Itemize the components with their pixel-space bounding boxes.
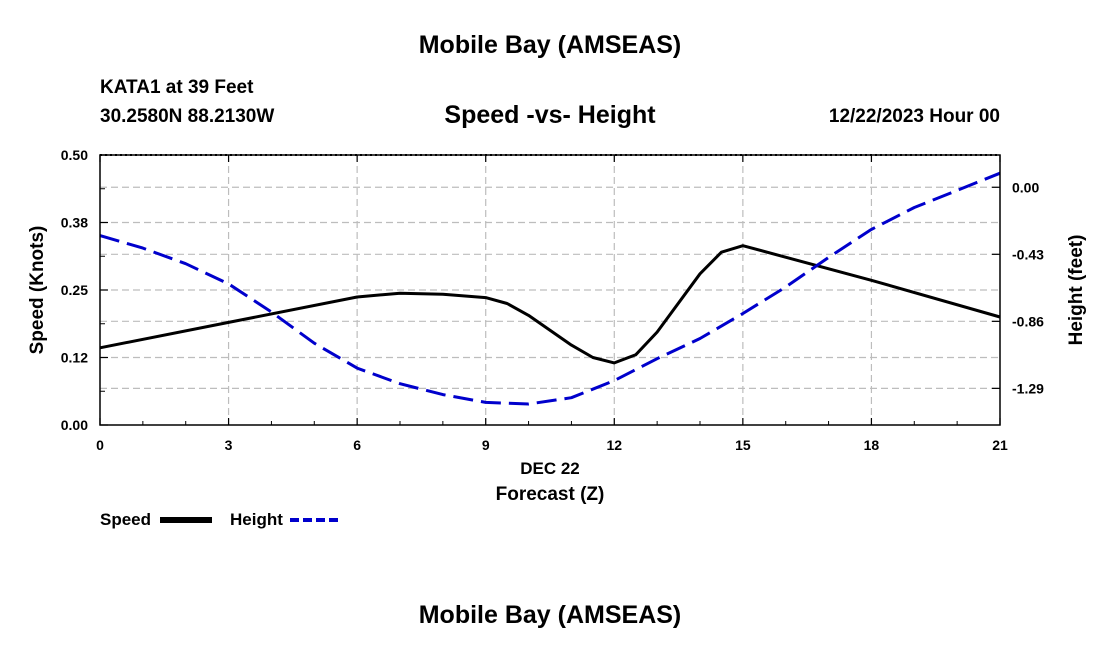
y2-tick-label: -0.43 — [1012, 246, 1044, 262]
axes: 0 3 6 9 12 15 18 21 0.00 0.12 0.25 0.38 0.50 0.00 -0.4… — [61, 147, 1044, 453]
x-axis-label: Forecast (Z) — [496, 484, 605, 505]
station-coords: 30.2580N 88.2130W — [100, 106, 275, 127]
x-tick-label: 15 — [735, 437, 751, 453]
x-tick-label: 6 — [353, 437, 361, 453]
y2-axis-label: Height (feet) — [1066, 235, 1087, 346]
y-axis-label: Speed (Knots) — [27, 226, 48, 355]
y2-tick-label: -0.86 — [1012, 313, 1044, 329]
y-tick-label: 0.38 — [61, 215, 88, 231]
grid-lines — [100, 155, 1000, 425]
y-tick-label: 0.50 — [61, 147, 88, 163]
speed-line — [99, 244, 1001, 365]
series-lines — [99, 171, 1001, 406]
x-axis-sublabel: DEC 22 — [520, 459, 580, 478]
y-tick-label: 0.12 — [61, 350, 88, 366]
legend-speed-label: Speed — [100, 510, 152, 529]
y-tick-label: 0.25 — [61, 282, 88, 298]
x-tick-label: 9 — [482, 437, 490, 453]
page-title: Mobile Bay (AMSEAS) — [418, 31, 682, 59]
station-name: KATA1 at 39 Feet — [100, 77, 254, 98]
x-tick-label: 3 — [225, 437, 233, 453]
forecast-datetime: 12/22/2023 Hour 00 — [828, 106, 1000, 127]
legend-height-label: Height — [230, 510, 283, 529]
x-tick-label: 18 — [864, 437, 880, 453]
y2-tick-label: -1.29 — [1012, 380, 1044, 396]
chart-title: Speed -vs- Height — [444, 101, 656, 129]
x-tick-label: 0 — [96, 437, 104, 453]
y-tick-label: 0.00 — [61, 417, 88, 433]
x-tick-label: 21 — [992, 437, 1008, 453]
footer-title: Mobile Bay (AMSEAS) — [418, 601, 682, 629]
y2-tick-label: 0.00 — [1012, 179, 1039, 195]
height-line — [99, 171, 1001, 406]
x-tick-label: 12 — [606, 437, 622, 453]
